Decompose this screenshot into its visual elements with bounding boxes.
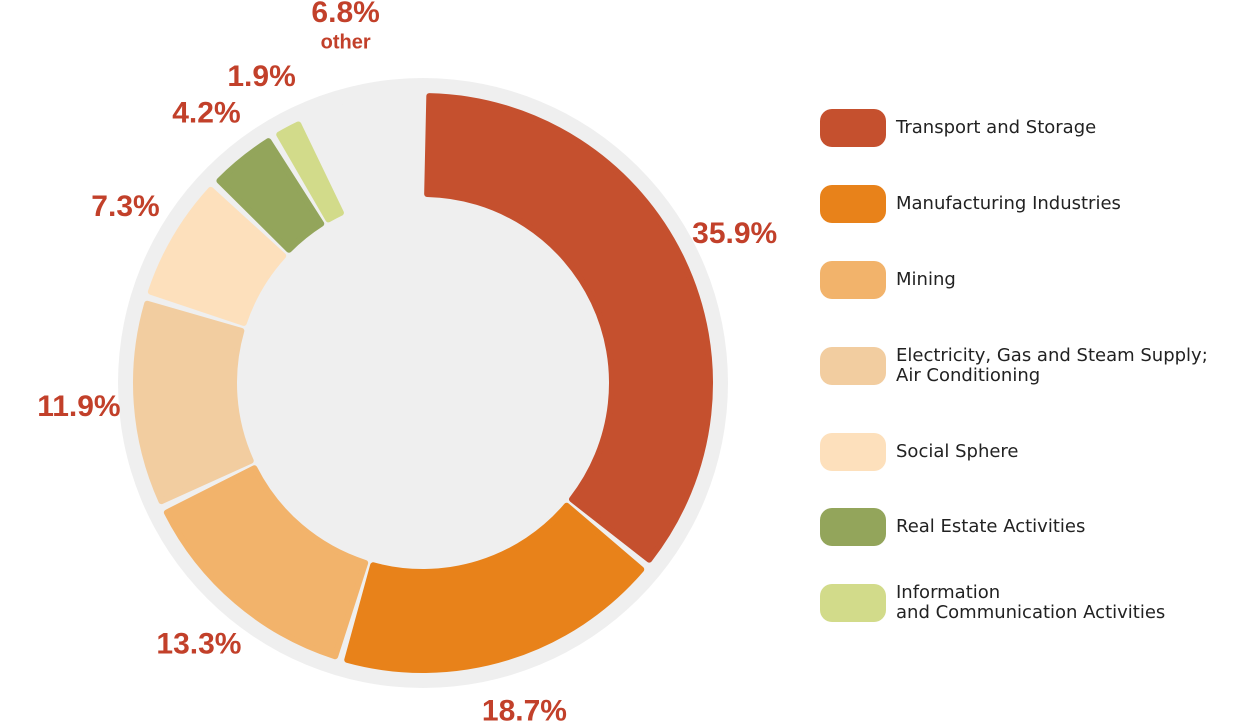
legend-swatch [820,584,886,622]
legend-label: Mining [896,269,956,290]
legend-item: Electricity, Gas and Steam Supply; Air C… [820,346,1208,386]
remainder-slice [302,93,423,214]
legend-label: Manufacturing Industries [896,193,1121,214]
legend-label: Real Estate Activities [896,516,1086,537]
value-label: 4.2% [172,96,240,129]
legend: Transport and Storage Manufacturing Indus… [820,0,1246,725]
donut-hole [239,199,607,567]
donut-slice [276,121,344,223]
legend-item: Transport and Storage [820,109,1096,147]
donut-chart: 35.9% 18.7% 13.3% 11.9% 7.3% 4.2%1.9% 6.8% othe… [37,0,777,725]
value-label: 7.3% [91,190,159,223]
remainder-name: other [321,32,371,54]
legend-item: Mining [820,261,956,299]
value-label: 1.9% [227,60,295,93]
legend-swatch [820,433,886,471]
legend-label: Information and Communication Activities [896,582,1166,623]
legend-label: Social Sphere [896,441,1019,462]
legend-swatch [820,347,886,385]
value-label: 13.3% [156,627,241,660]
value-label: 35.9% [692,217,777,250]
legend-item: Social Sphere [820,433,1019,471]
donut-slice [163,465,369,660]
legend-item: Information and Communication Activities [820,583,1165,623]
legend-item: Manufacturing Industries [820,185,1121,223]
value-label: 18.7% [482,695,567,725]
donut-slice [344,502,645,673]
remainder-value-label: 6.8% [311,0,379,29]
legend-swatch [820,109,886,147]
donut-slice [216,138,325,253]
legend-item: Real Estate Activities [820,508,1085,546]
donut-slice [133,300,254,505]
legend-label: Transport and Storage [896,117,1097,138]
legend-swatch [820,185,886,223]
legend-swatch [820,508,886,546]
donut-slice [147,186,287,326]
donut-slice [424,93,713,563]
legend-swatch [820,261,886,299]
legend-label: Electricity, Gas and Steam Supply; Air C… [896,345,1208,386]
value-label: 11.9% [37,390,120,423]
